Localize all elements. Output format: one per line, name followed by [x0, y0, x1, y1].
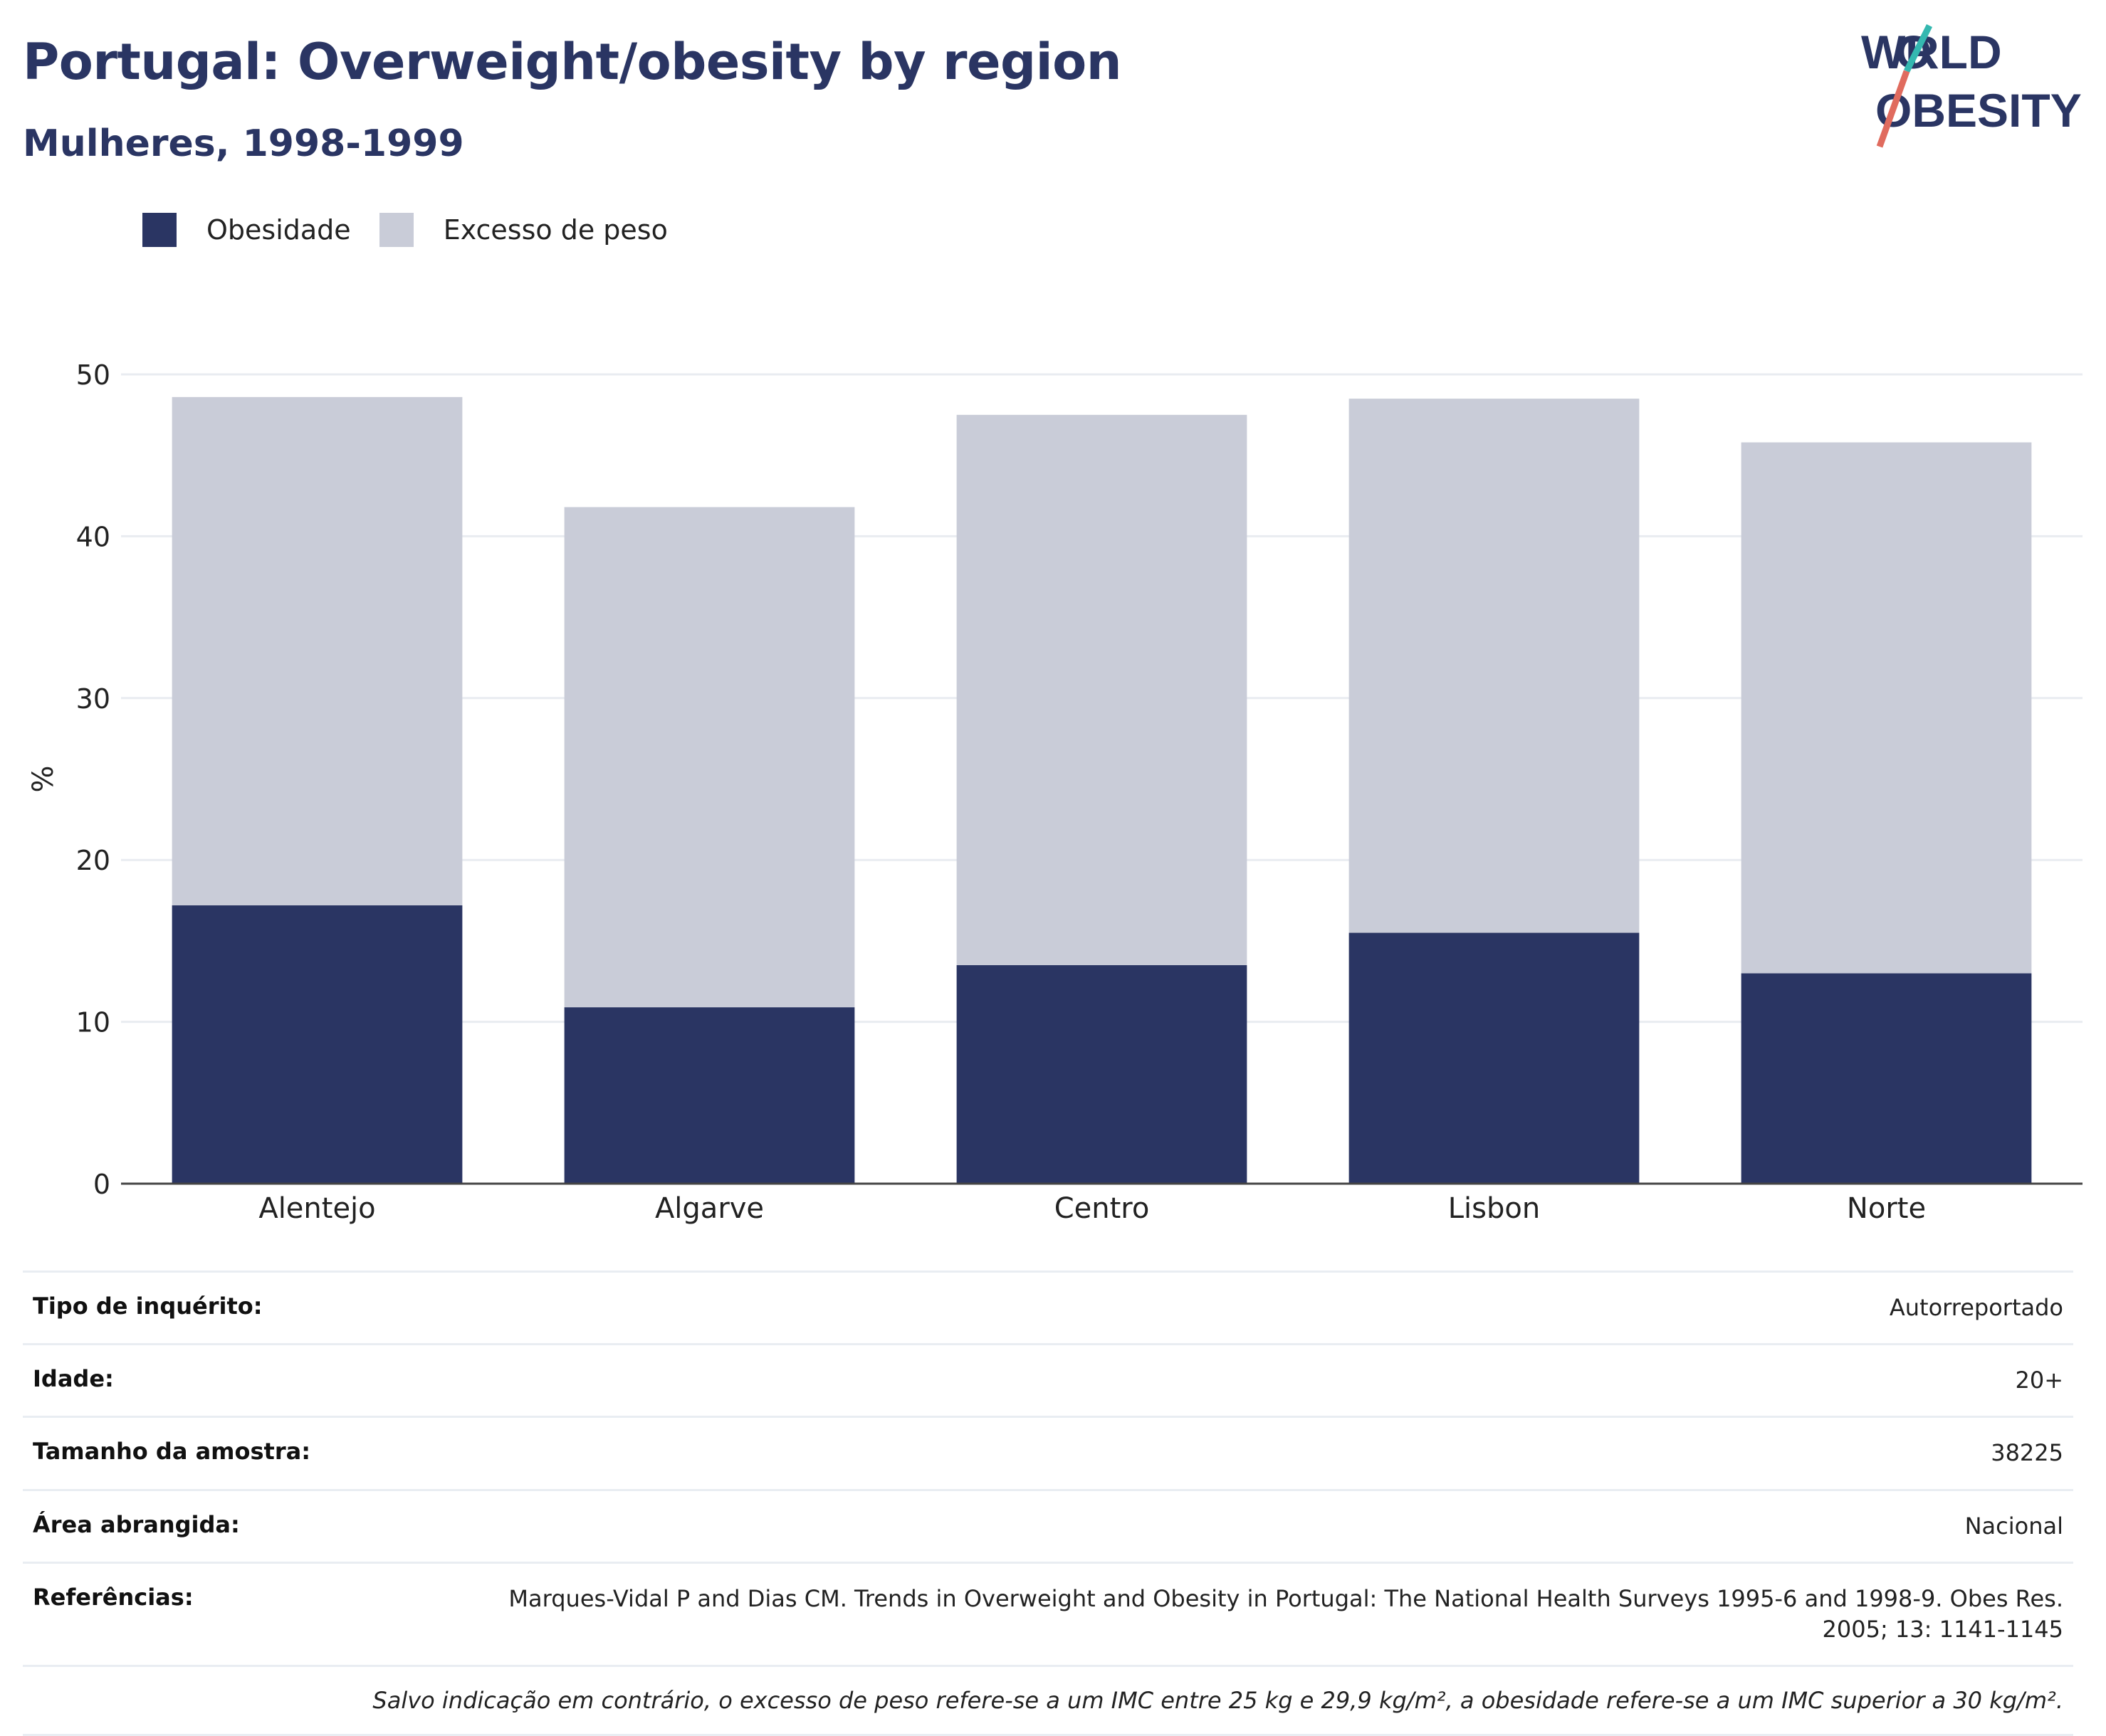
bar-obesidade-alentejo — [172, 905, 463, 1184]
bar-obesidade-centro — [956, 965, 1247, 1184]
x-tick-label: Algarve — [655, 1192, 764, 1225]
svg-text:RLD: RLD — [1905, 26, 2002, 78]
info-key: Tipo de inquérito: — [33, 1293, 263, 1320]
bar-obesidade-algarve — [564, 1007, 855, 1184]
legend-item-excesso-de-peso: Excesso de peso — [379, 213, 668, 247]
legend-label-excesso-de-peso: Excesso de peso — [443, 214, 668, 246]
y-tick-label: 30 — [76, 683, 110, 715]
legend-item-obesidade: Obesidade — [142, 213, 351, 247]
x-tick-label: Alentejo — [258, 1192, 375, 1225]
survey-info-table: Tipo de inquérito: Autorreportado Idade:… — [23, 1271, 2073, 1736]
bar-chart: 0 10 20 30 40 50% Alentejo Algarve Centro Lisbon N… — [27, 359, 2083, 1225]
bar-excesso-de-peso-norte — [1741, 442, 2032, 974]
legend-label-obesidade: Obesidade — [206, 214, 351, 246]
info-key: Tamanho da amostra: — [33, 1438, 310, 1466]
y-tick-label: 20 — [76, 845, 110, 876]
info-key: Idade: — [33, 1365, 114, 1393]
definition-note: Salvo indicação em contrário, o excesso … — [372, 1687, 2063, 1715]
legend-swatch-obesidade — [142, 213, 177, 247]
logo-line-1: W — [1861, 26, 1906, 78]
info-row-age: Idade: 20+ — [23, 1343, 2073, 1416]
y-tick-label: 50 — [76, 359, 110, 391]
logo-line-2: OBESITY — [1875, 84, 2082, 137]
y-tick-label: 0 — [93, 1169, 110, 1200]
x-tick-label: Centro — [1054, 1192, 1150, 1225]
x-tick-label: Norte — [1847, 1192, 1926, 1225]
bar-excesso-de-peso-lisbon — [1348, 399, 1640, 933]
page-title: Portugal: Overweight/obesity by region — [23, 33, 1122, 91]
bar-excesso-de-peso-algarve — [564, 507, 855, 1008]
world-obesity-logo: W RLD O OBESITY — [1861, 23, 2082, 148]
info-row-references: Referências: Marques-Vidal P and Dias CM… — [23, 1561, 2073, 1665]
info-row-sample-size: Tamanho da amostra: 38225 — [23, 1416, 2073, 1488]
bar-obesidade-norte — [1741, 973, 2032, 1184]
info-key: Referências: — [33, 1583, 194, 1611]
y-tick-label: 40 — [76, 521, 110, 552]
x-tick-label: Lisbon — [1448, 1192, 1540, 1225]
info-row-survey-type: Tipo de inquérito: Autorreportado — [23, 1271, 2073, 1343]
page-subtitle: Mulheres, 1998-1999 — [23, 122, 464, 165]
info-value: 38225 — [1991, 1439, 2063, 1467]
bar-obesidade-lisbon — [1348, 932, 1640, 1184]
info-row-area: Área abrangida: Nacional — [23, 1488, 2073, 1562]
y-axis-label: % — [27, 765, 60, 792]
info-key: Área abrangida: — [33, 1510, 240, 1538]
bar-excesso-de-peso-alentejo — [172, 396, 463, 905]
bar-excesso-de-peso-centro — [956, 414, 1247, 966]
chart-legend: Obesidade Excesso de peso — [142, 212, 696, 248]
info-value: Nacional — [1964, 1512, 2063, 1540]
info-value: Marques-Vidal P and Dias CM. Trends in O… — [508, 1584, 2063, 1643]
y-tick-label: 10 — [76, 1007, 110, 1038]
info-row-note: Salvo indicação em contrário, o excesso … — [23, 1665, 2073, 1736]
info-value: 20+ — [2015, 1367, 2063, 1394]
legend-swatch-excesso-de-peso — [379, 213, 414, 247]
info-value: Autorreportado — [1889, 1294, 2063, 1321]
